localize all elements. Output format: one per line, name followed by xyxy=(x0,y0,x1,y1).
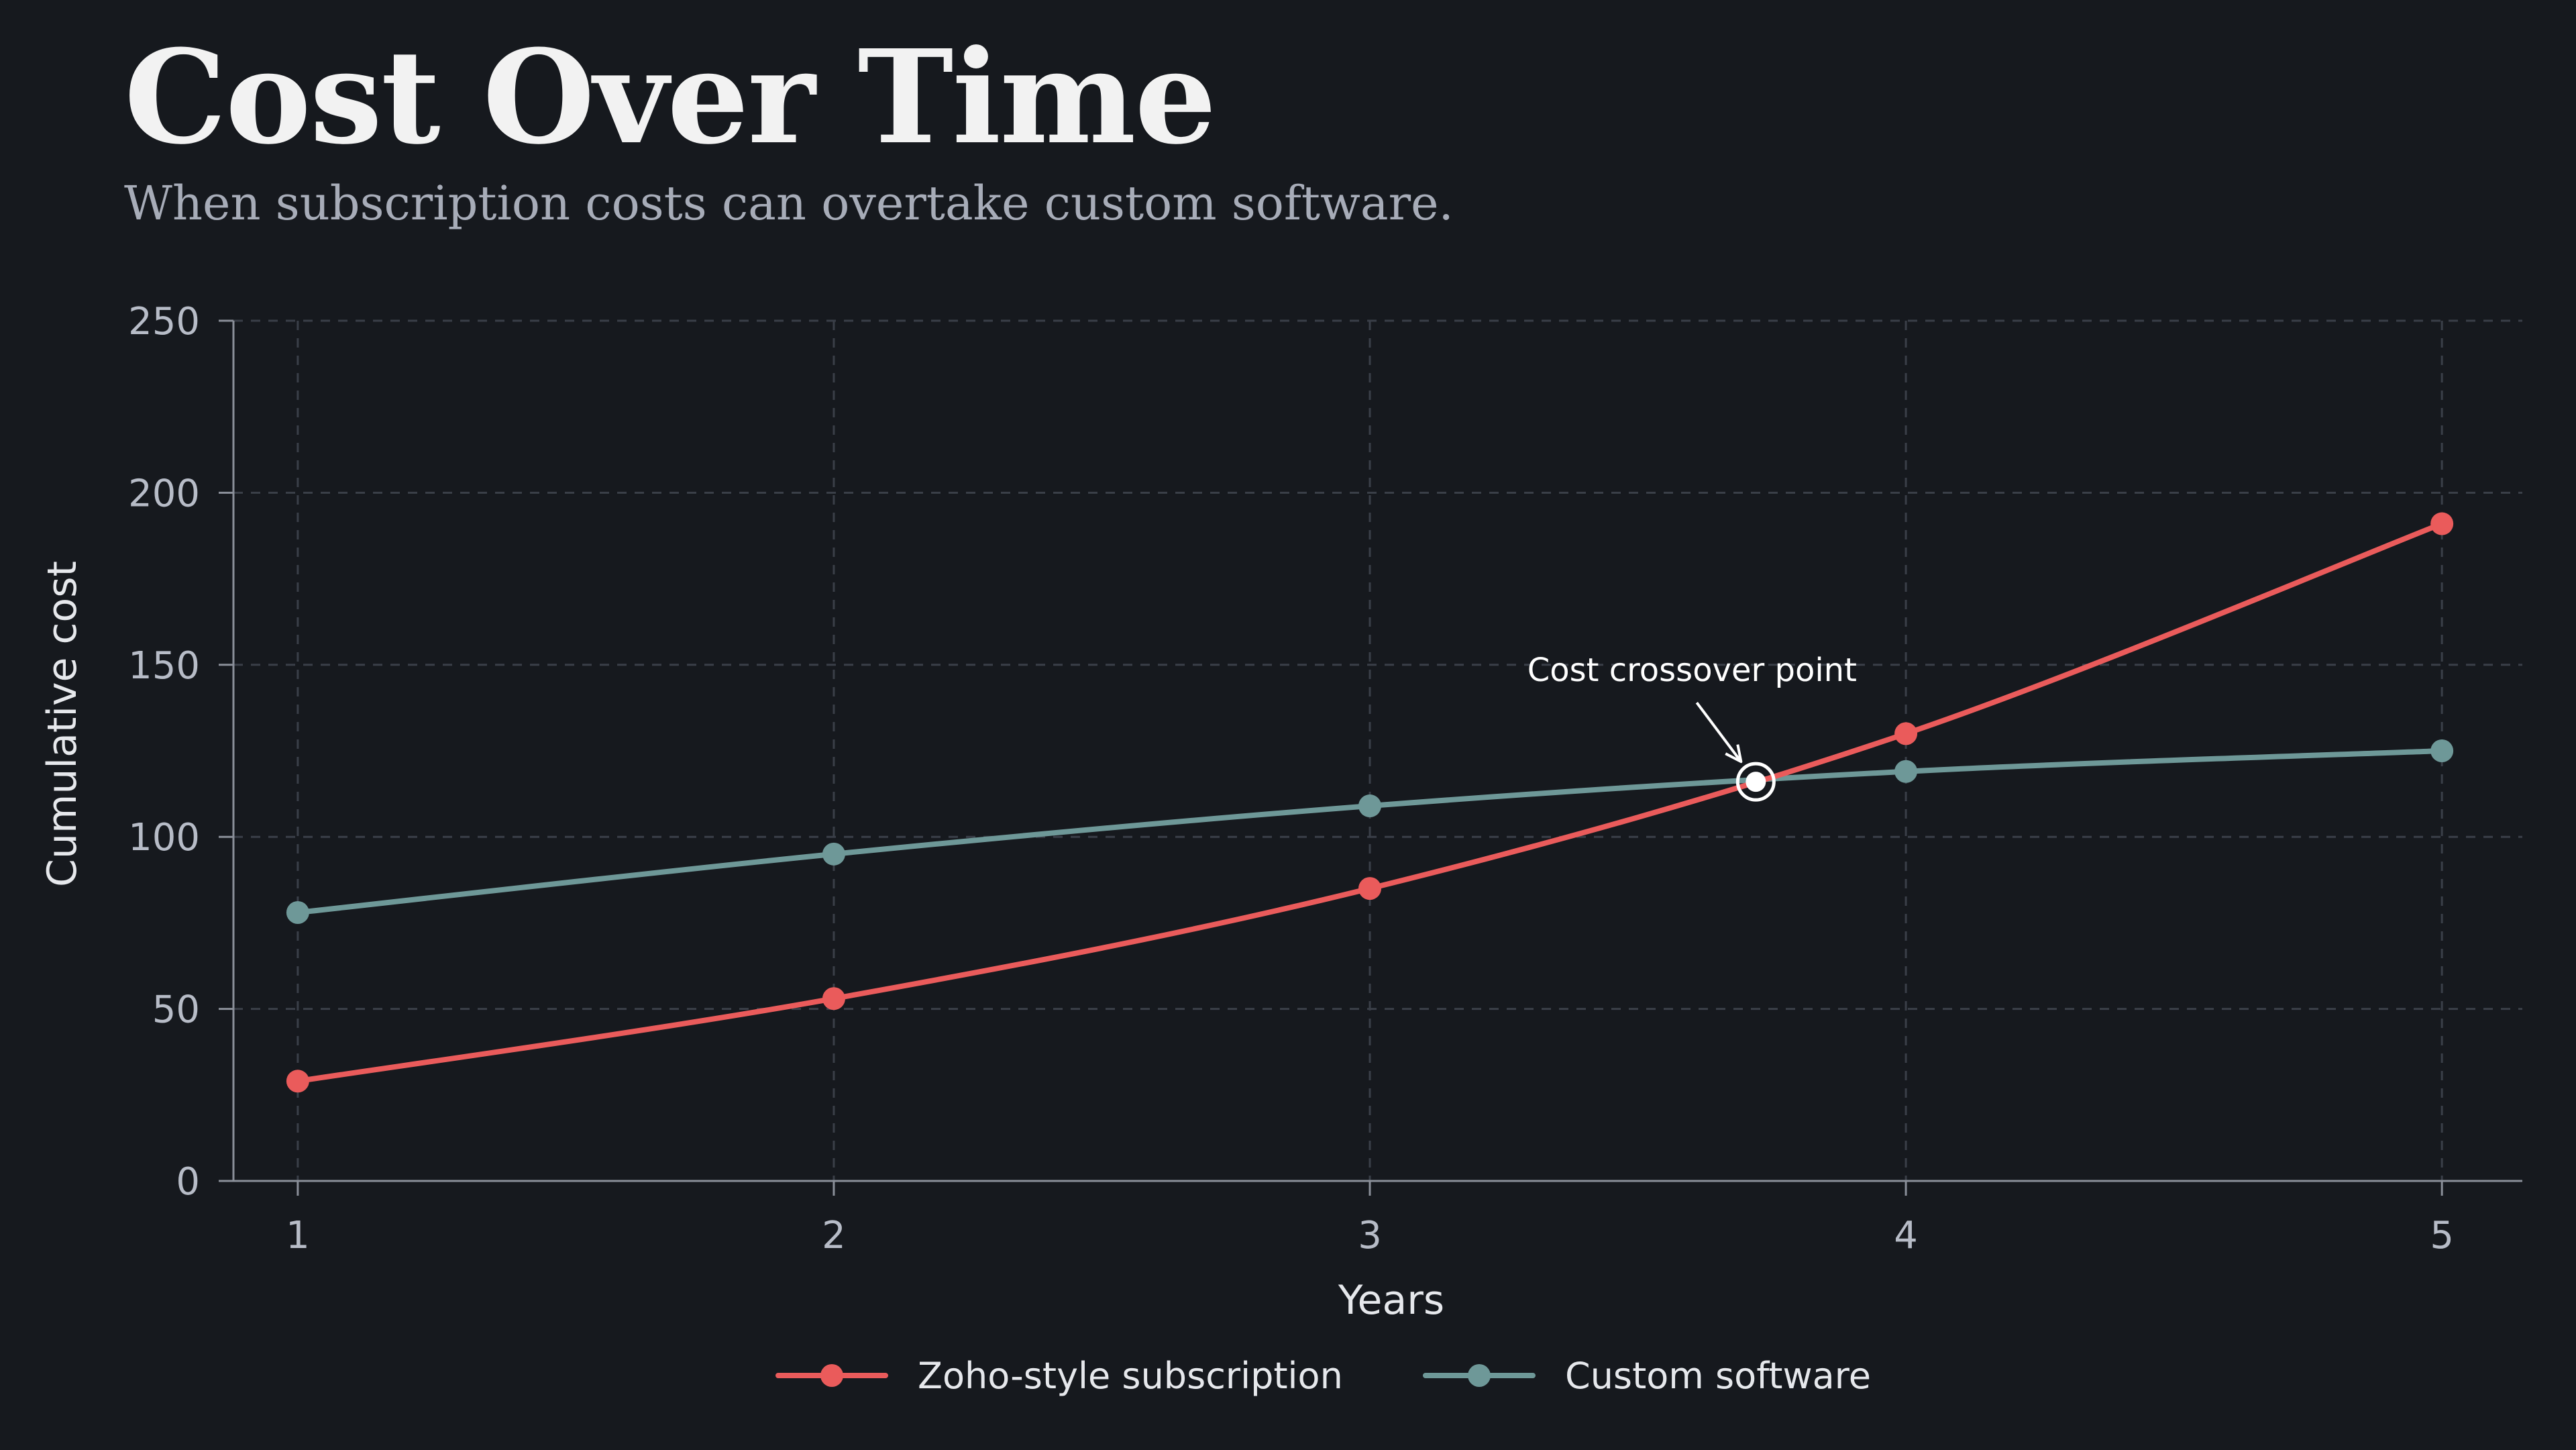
legend-swatch-marker-subscription xyxy=(820,1364,843,1387)
data-point-subscription xyxy=(1358,877,1382,900)
y-tick-label: 250 xyxy=(128,300,200,344)
y-tick-label: 50 xyxy=(152,988,200,1032)
y-tick-label: 150 xyxy=(128,644,200,688)
crossover-label: Cost crossover point xyxy=(1527,652,1857,689)
data-point-subscription xyxy=(1894,722,1918,745)
crossover-marker-ring xyxy=(1735,762,1776,802)
data-point-custom xyxy=(1894,760,1918,783)
data-point-custom xyxy=(1358,794,1382,818)
data-point-custom xyxy=(286,901,309,925)
y-tick-label: 100 xyxy=(128,816,200,860)
legend: Zoho-style subscription Custom software xyxy=(775,1355,1871,1397)
axis-labels: Years Cumulative cost xyxy=(39,561,1444,1324)
data-point-subscription xyxy=(822,987,845,1011)
legend-label-custom: Custom software xyxy=(1565,1355,1871,1397)
data-point-custom xyxy=(2430,739,2454,762)
grid-lines xyxy=(233,319,2522,1181)
chart-subtitle: When subscription costs can overtake cus… xyxy=(124,176,1454,231)
chart-title: Cost Over Time xyxy=(124,22,1217,173)
axes: 0 50 100 150 200 250 1 2 3 4 5 xyxy=(128,300,2522,1257)
data-point-custom xyxy=(822,842,845,866)
x-tick-label: 4 xyxy=(1894,1214,1918,1257)
x-tick-label: 2 xyxy=(822,1214,846,1257)
data-point-subscription xyxy=(286,1070,309,1093)
legend-swatch-marker-custom xyxy=(1468,1364,1491,1387)
legend-label-subscription: Zoho-style subscription xyxy=(918,1355,1343,1397)
y-tick-label: 200 xyxy=(128,472,200,515)
y-tick-label: 0 xyxy=(176,1160,200,1204)
chart-header: Cost Over Time When subscription costs c… xyxy=(124,27,1454,231)
x-tick-label: 3 xyxy=(1358,1214,1382,1257)
crossover-arrowhead xyxy=(1725,744,1743,764)
crossover-marker xyxy=(1746,772,1766,792)
data-point-subscription xyxy=(2430,512,2454,535)
x-tick-label: 5 xyxy=(2430,1214,2454,1257)
annotations: Cost crossover point xyxy=(1527,652,1857,802)
crossover-arrow xyxy=(1695,701,1742,763)
x-tick-label: 1 xyxy=(286,1214,310,1257)
x-axis-title: Years xyxy=(1338,1277,1444,1324)
series-lines xyxy=(286,512,2454,1093)
y-axis-title: Cumulative cost xyxy=(39,561,86,887)
